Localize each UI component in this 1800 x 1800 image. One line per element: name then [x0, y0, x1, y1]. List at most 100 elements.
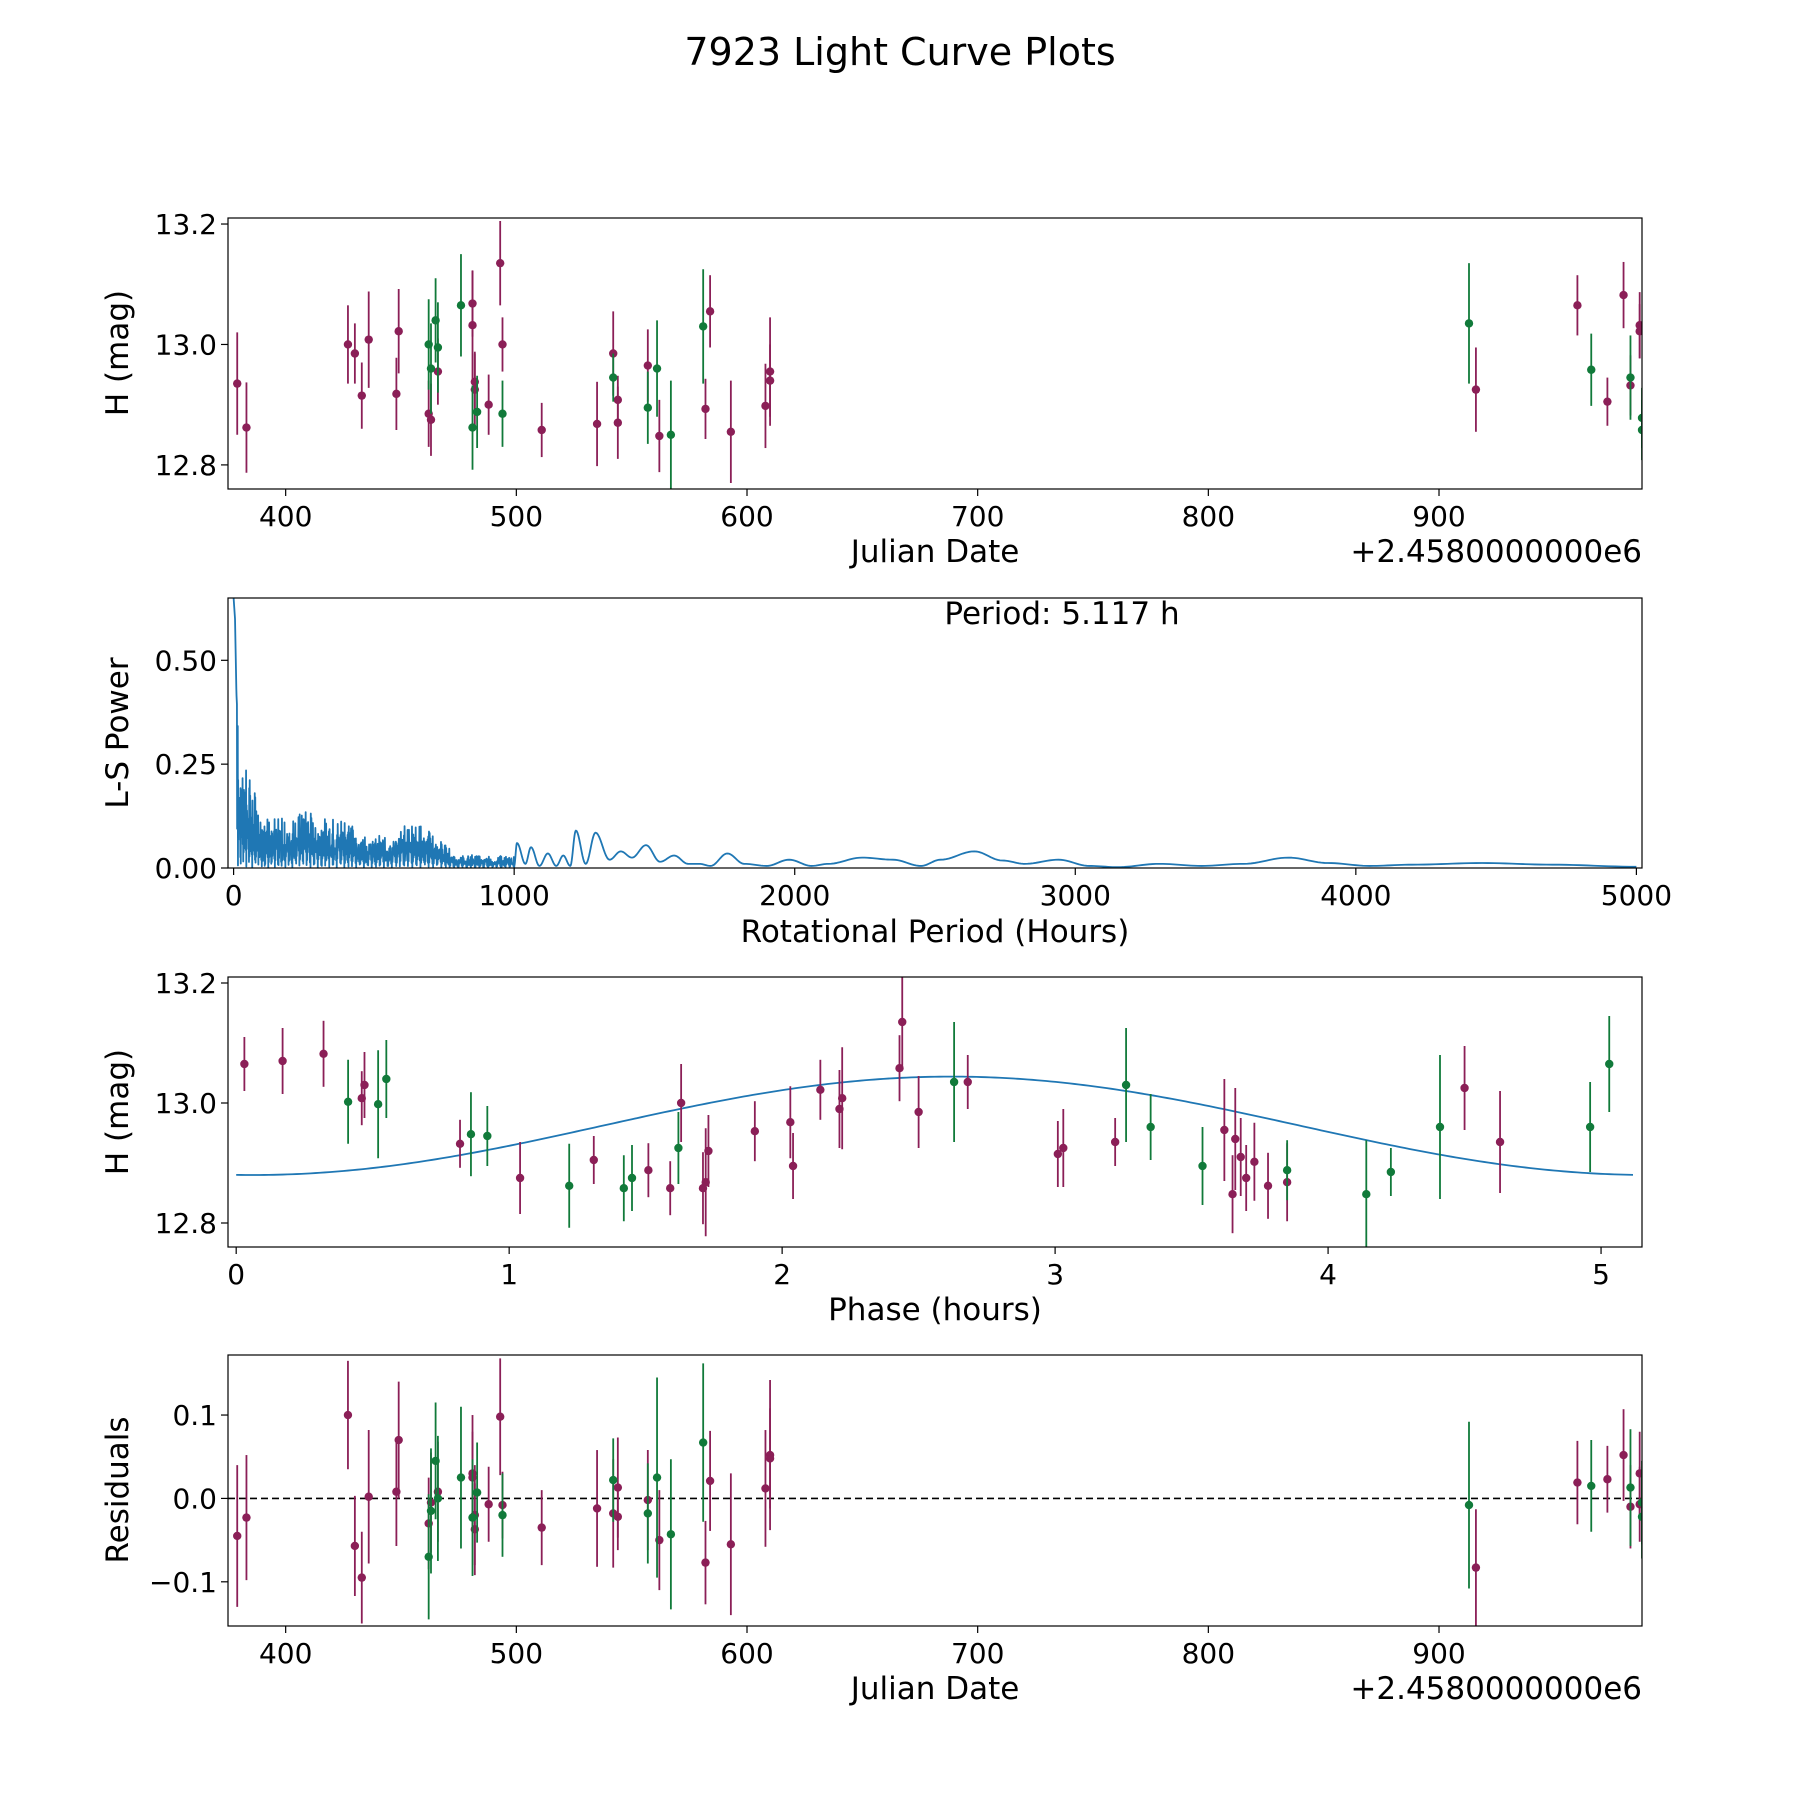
data-point: [643, 1509, 653, 1518]
data-point: [498, 409, 507, 418]
data-point: [1619, 1450, 1628, 1460]
phase-y-tick-label: 13.2: [155, 967, 217, 1000]
data-point: [592, 419, 602, 429]
lightcurve-x-label: Julian Date: [849, 534, 1020, 570]
data-point: [1250, 1157, 1259, 1167]
data-point: [1220, 1125, 1229, 1135]
data-point: [456, 301, 466, 310]
data-point: [426, 415, 436, 424]
periodogram-y-label: L-S Power: [100, 657, 136, 808]
lightcurve-series-green_filter: [424, 254, 1642, 489]
data-point: [515, 1173, 525, 1183]
data-point: [350, 1541, 360, 1551]
data-point: [240, 1059, 249, 1069]
lightcurve-x-tick-label: 900: [1412, 500, 1465, 533]
residuals-x-tick-label: 400: [259, 1637, 312, 1670]
residuals-x-ticks: 400 500 600 700 800 900: [259, 1626, 1466, 1670]
data-point: [761, 1484, 770, 1493]
data-point: [705, 307, 715, 316]
lightcurve-x-tick-label: 400: [259, 500, 312, 533]
data-point: [765, 1454, 775, 1463]
data-point: [676, 1098, 686, 1108]
data-point: [609, 1475, 618, 1485]
residuals-x-tick-label: 800: [1182, 1637, 1235, 1670]
data-point: [319, 1049, 328, 1059]
data-point: [1573, 301, 1582, 310]
data-point: [949, 1077, 959, 1087]
data-point: [1231, 1134, 1240, 1144]
data-point: [1585, 1122, 1595, 1132]
periodogram-frame: [227, 597, 1643, 869]
data-point: [343, 1097, 353, 1107]
data-point: [1121, 1080, 1131, 1090]
phase-panel: 0 1 2 3 4 5 12.8 13.0 13.2 Phase (hours) H (mag…: [100, 967, 1643, 1328]
data-point: [786, 1118, 795, 1127]
periodogram-plot-area: [232, 598, 1637, 868]
data-point: [726, 1540, 736, 1549]
data-point: [484, 400, 493, 409]
periodogram-y-ticks: 0.00 0.25 0.50: [155, 644, 228, 885]
lightcurve-marks: [233, 221, 1642, 489]
data-point: [837, 1094, 847, 1103]
data-point: [627, 1173, 637, 1183]
periodogram-y-tick-label: 0.00: [155, 852, 217, 885]
periodogram-panel: 0 1000 2000 3000 4000 5000 0.00 0.25 0.50 Perio…: [100, 596, 1672, 950]
data-point: [468, 320, 477, 330]
residuals-series-green_filter: [424, 1363, 1642, 1620]
data-point: [394, 327, 403, 336]
lightcurve-y-tick-label: 12.8: [155, 449, 217, 482]
phase-y-ticks: 12.8 13.0 13.2: [155, 967, 228, 1240]
lightcurve-plot-area: [233, 221, 1642, 489]
data-point: [613, 395, 623, 405]
data-point: [364, 335, 373, 344]
data-point: [1587, 1481, 1596, 1491]
data-point: [1236, 1152, 1245, 1162]
data-point: [426, 364, 436, 373]
periodogram-x-tick-label: 0: [225, 879, 243, 912]
data-point: [652, 364, 662, 373]
residuals-marks: [228, 1358, 1642, 1626]
data-point: [466, 1130, 476, 1139]
data-point: [788, 1161, 798, 1171]
data-point: [1626, 373, 1635, 382]
periodogram-x-tick-label: 4000: [1320, 879, 1391, 912]
phase-frame: [227, 976, 1643, 1248]
data-point: [468, 423, 477, 432]
data-point: [1637, 1498, 1642, 1507]
data-point: [701, 1558, 710, 1567]
data-point: [613, 1512, 623, 1521]
data-point: [1282, 1166, 1292, 1175]
data-point: [1146, 1122, 1155, 1132]
data-point: [455, 1139, 465, 1149]
lightcurve-y-tick-label: 13.2: [155, 208, 217, 241]
data-point: [537, 425, 546, 435]
data-point: [1110, 1137, 1120, 1147]
data-point: [609, 373, 618, 382]
lightcurve-x-tick-label: 800: [1182, 500, 1235, 533]
model-fit-curve: [236, 1075, 1634, 1176]
data-point: [278, 1056, 287, 1066]
data-point: [357, 391, 366, 400]
data-point: [1637, 425, 1642, 435]
residuals-x-offset: +2.4580000000e6: [1350, 1671, 1642, 1707]
data-point: [1464, 319, 1474, 328]
data-point: [705, 1476, 715, 1486]
residuals-x-tick-label: 500: [490, 1637, 543, 1670]
periodogram-y-tick-label: 0.50: [155, 644, 217, 677]
periodogram-x-tick-label: 1000: [479, 879, 550, 912]
phase-series-red_filter: [240, 977, 1505, 1237]
periodogram-x-tick-label: 5000: [1601, 879, 1672, 912]
data-point: [472, 1488, 482, 1497]
data-point: [357, 1573, 366, 1582]
data-point: [1471, 385, 1481, 394]
data-point: [643, 361, 653, 370]
lightcurve-y-tick-label: 13.0: [155, 328, 217, 361]
data-point: [242, 1513, 251, 1522]
residuals-x-tick-label: 600: [720, 1637, 773, 1670]
data-point: [242, 423, 251, 432]
phase-x-label: Phase (hours): [828, 1292, 1042, 1328]
data-point: [360, 1080, 369, 1090]
data-point: [589, 1155, 598, 1165]
period-annotation: Period: 5.117 h: [944, 596, 1179, 632]
data-point: [666, 1530, 676, 1539]
